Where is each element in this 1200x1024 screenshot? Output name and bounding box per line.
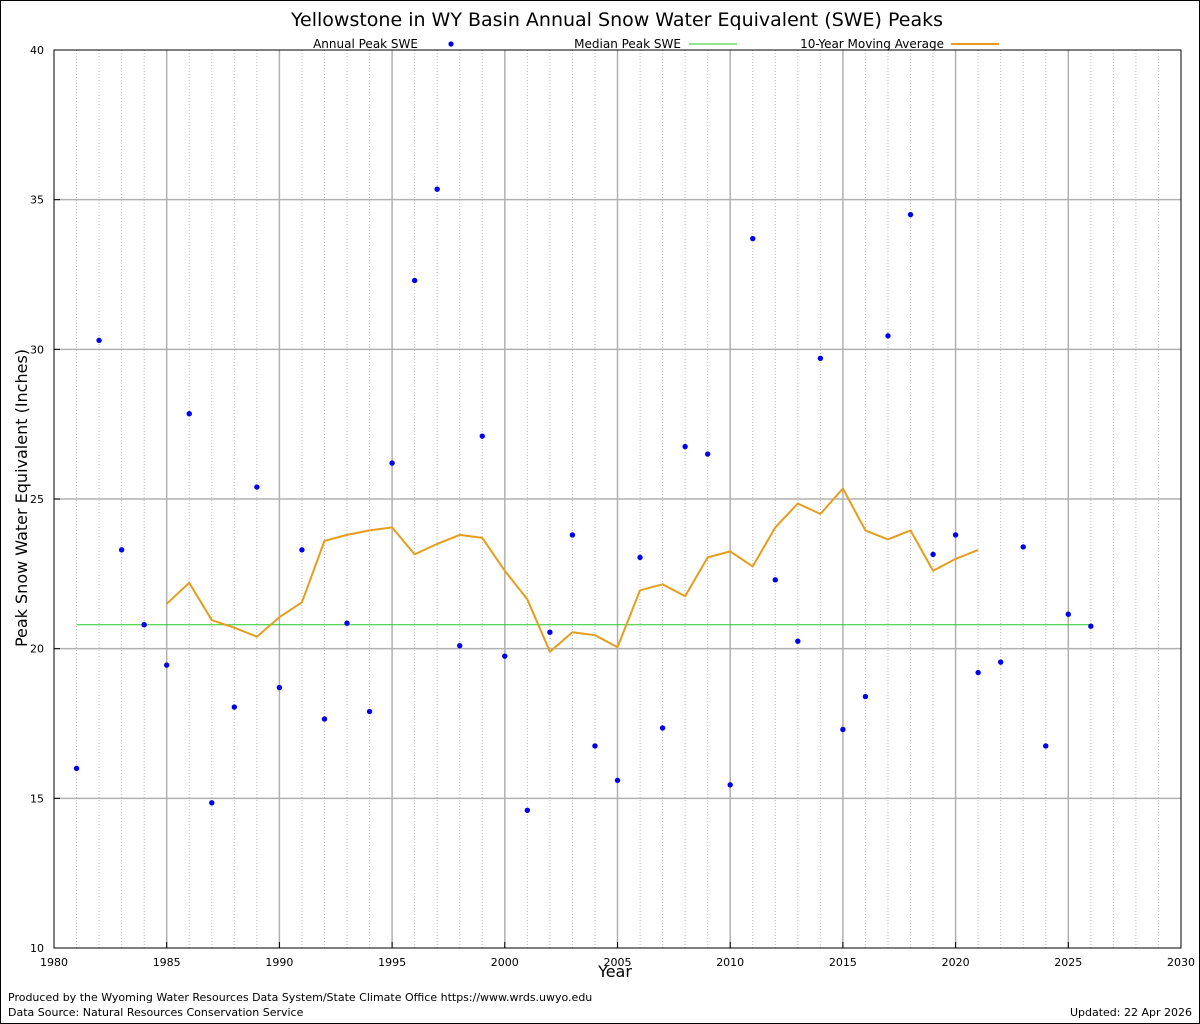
annual-peak-point — [479, 433, 485, 439]
annual-peak-point — [750, 235, 756, 242]
annual-peak-point — [682, 443, 688, 450]
legend-label-moving-average: 10-Year Moving Average — [800, 37, 944, 51]
x-tick-label: 1995 — [378, 956, 406, 969]
y-tick-label: 25 — [30, 493, 44, 506]
y-tick-label: 30 — [30, 343, 44, 356]
x-tick-label: 2010 — [716, 956, 744, 969]
annual-peak-point — [254, 484, 260, 490]
annual-peak-point — [817, 355, 824, 362]
legend: Annual Peak SWE Median Peak SWE 10-Year … — [313, 37, 999, 51]
annual-peak-point — [411, 277, 418, 284]
x-tick-label: 1980 — [40, 956, 68, 969]
annual-peak-point — [141, 622, 147, 628]
annual-peak-point — [952, 532, 959, 538]
y-tick-label: 40 — [30, 44, 44, 57]
annual-peak-point — [524, 807, 531, 814]
annual-peak-point — [366, 708, 373, 715]
annual-peak-point — [118, 547, 125, 553]
x-tick-label: 2020 — [942, 956, 970, 969]
annual-peak-point — [1020, 544, 1026, 550]
footer-producer: Produced by the Wyoming Water Resources … — [8, 991, 593, 1004]
axis-ticks: 1980 1985 1990 1995 2000 2005 2010 2015 2020 2025… — [30, 44, 1195, 969]
annual-peak-point — [772, 577, 778, 583]
y-tick-label: 10 — [30, 942, 44, 955]
annual-peak-point — [1088, 623, 1094, 629]
annual-peak-point — [1065, 611, 1072, 617]
y-axis-label: Peak Snow Water Equivalent (Inches) — [12, 349, 31, 647]
x-tick-label: 2030 — [1167, 956, 1195, 969]
y-tick-label: 35 — [30, 194, 44, 207]
annual-peak-point — [231, 704, 238, 710]
annual-peak-point — [164, 662, 170, 668]
y-tick-label: 15 — [30, 792, 44, 805]
annual-peak-point — [727, 782, 733, 788]
x-tick-label: 2005 — [604, 956, 632, 969]
annual-peak-point — [840, 726, 846, 733]
annual-peak-point — [637, 554, 643, 561]
annual-peak-point — [975, 669, 981, 676]
annual-peak-point — [659, 725, 666, 731]
annual-peak-point — [704, 451, 711, 457]
annual-peak-point — [592, 743, 598, 749]
annual-peak-point — [434, 186, 440, 192]
x-tick-label: 2025 — [1054, 956, 1082, 969]
legend-label-median: Median Peak SWE — [574, 37, 681, 51]
annual-peak-point — [209, 800, 215, 806]
x-tick-label: 1990 — [265, 956, 293, 969]
annual-peak-point — [502, 653, 508, 659]
x-tick-label: 1985 — [153, 956, 181, 969]
annual-peak-point — [389, 460, 395, 466]
x-tick-label: 2015 — [829, 956, 857, 969]
annual-peak-point — [299, 547, 305, 553]
annual-peak-point — [73, 765, 80, 772]
annual-peak-point — [547, 629, 553, 635]
annual-peak-point — [795, 638, 801, 644]
legend-marker-annual-peak — [448, 41, 454, 47]
y-tick-label: 20 — [30, 643, 44, 656]
annual-peak-point — [186, 410, 192, 417]
annual-peak-point — [569, 532, 576, 538]
series-layer — [73, 186, 1094, 814]
x-tick-label: 2000 — [491, 956, 519, 969]
chart-title: Yellowstone in WY Basin Annual Snow Wate… — [290, 9, 943, 31]
annual-peak-point — [997, 659, 1004, 665]
annual-peak-point — [885, 333, 891, 339]
grid — [54, 50, 1181, 948]
footer-updated: Updated: 22 Apr 2026 — [1069, 1006, 1192, 1019]
legend-label-annual-peak: Annual Peak SWE — [313, 37, 418, 51]
footer-source: Data Source: Natural Resources Conservat… — [8, 1006, 304, 1019]
annual-peak-point — [930, 551, 936, 558]
annual-peak-point — [614, 777, 621, 784]
annual-peak-point — [907, 211, 914, 218]
moving-average-line — [166, 487, 979, 653]
annual-peak-point — [457, 642, 463, 649]
annual-peak-point — [862, 693, 869, 700]
annual-peak-point — [276, 684, 283, 691]
annual-peak-point — [1043, 743, 1049, 749]
annual-peak-point — [96, 337, 102, 344]
x-axis-label: Year — [597, 962, 632, 981]
annual-peak-point — [321, 716, 328, 722]
annual-peak-point — [344, 620, 350, 626]
